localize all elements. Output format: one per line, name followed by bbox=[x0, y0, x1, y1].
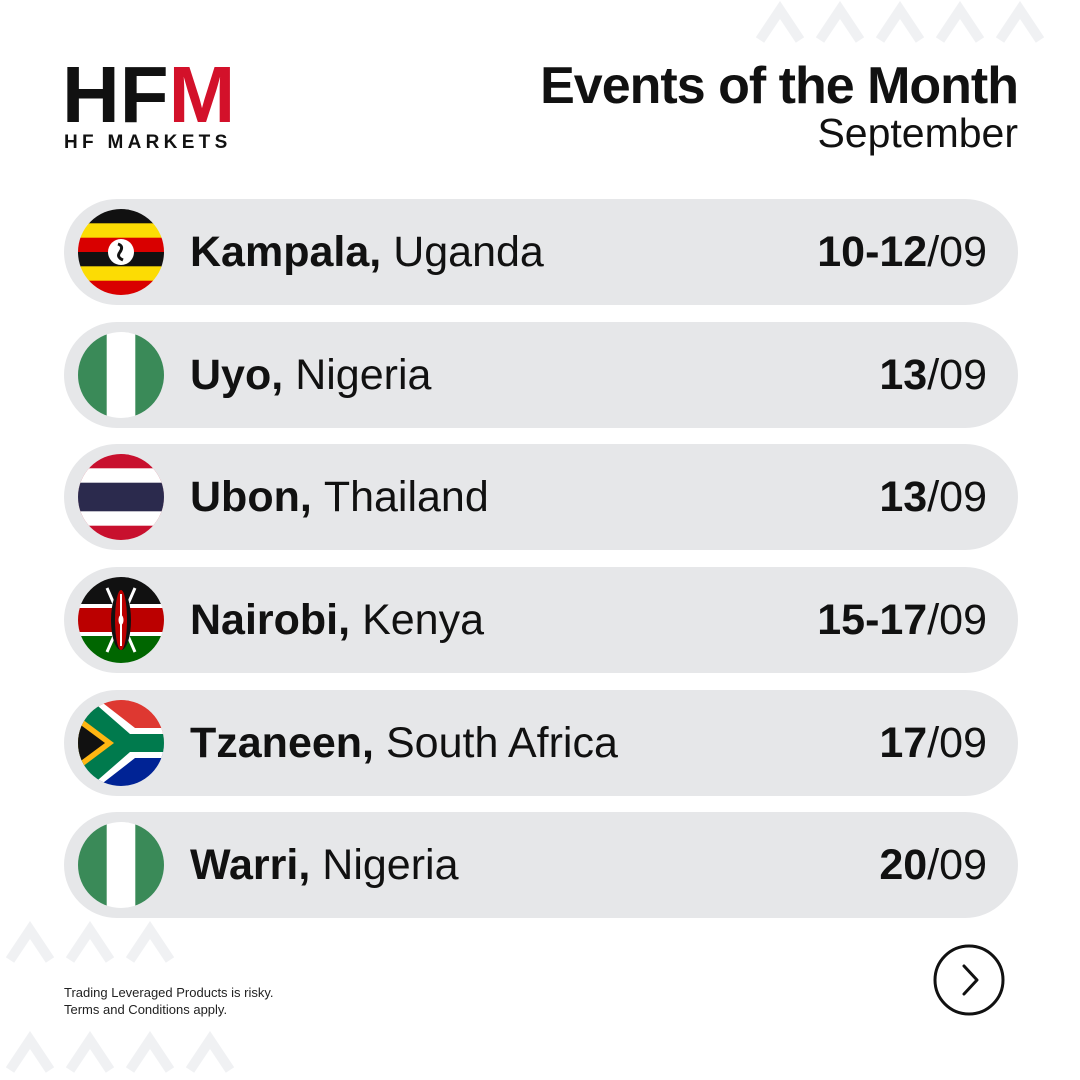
date-day: 20 bbox=[879, 841, 927, 889]
date-day: 17 bbox=[879, 719, 927, 767]
date-month: /09 bbox=[927, 228, 987, 276]
background-pattern bbox=[5, 0, 1045, 1073]
flag bbox=[78, 332, 164, 418]
event-row: Warri, Nigeria 20/09 bbox=[64, 812, 1018, 918]
date-day: 13 bbox=[879, 351, 927, 399]
flag bbox=[78, 822, 164, 908]
disclaimer: Trading Leveraged Products is risky. bbox=[64, 985, 274, 1000]
event-row: Ubon, Thailand 13/09 bbox=[64, 444, 1018, 550]
country: South Africa bbox=[386, 719, 618, 767]
date-day: 10-12 bbox=[817, 228, 927, 276]
row-background bbox=[64, 444, 1018, 550]
country: Thailand bbox=[324, 473, 489, 521]
row-background bbox=[64, 690, 1018, 796]
next-button[interactable] bbox=[933, 944, 1005, 1016]
logo-subtitle: HF MARKETS bbox=[64, 132, 232, 153]
row-background bbox=[64, 567, 1018, 673]
title: Events of the Month bbox=[540, 57, 1018, 115]
country: Nigeria bbox=[295, 351, 431, 399]
date-month: /09 bbox=[927, 473, 987, 521]
event-row: Kampala, Uganda 10-12/09 bbox=[64, 199, 1018, 305]
location: Tzaneen, South Africa bbox=[190, 719, 618, 767]
flag bbox=[78, 700, 164, 786]
date-day: 13 bbox=[879, 473, 927, 521]
city: Warri, bbox=[190, 841, 310, 889]
flag bbox=[78, 454, 164, 540]
location: Ubon, Thailand bbox=[190, 473, 489, 521]
date: 13/09 bbox=[879, 351, 987, 399]
date: 20/09 bbox=[879, 841, 987, 889]
date: 10-12/09 bbox=[817, 228, 987, 276]
logo: HFM bbox=[62, 50, 235, 139]
date: 17/09 bbox=[879, 719, 987, 767]
date-month: /09 bbox=[927, 596, 987, 644]
city: Nairobi, bbox=[190, 596, 350, 644]
row-background bbox=[64, 199, 1018, 305]
event-row: Uyo, Nigeria 13/09 bbox=[64, 322, 1018, 428]
flag bbox=[78, 577, 164, 663]
location: Warri, Nigeria bbox=[190, 841, 459, 889]
date: 13/09 bbox=[879, 473, 987, 521]
flag bbox=[78, 209, 164, 295]
country: Uganda bbox=[393, 228, 544, 276]
location: Kampala, Uganda bbox=[190, 228, 544, 276]
event-row: Nairobi, Kenya 15-17/09 bbox=[64, 567, 1018, 673]
date-month: /09 bbox=[927, 719, 987, 767]
city: Kampala, bbox=[190, 228, 381, 276]
country: Kenya bbox=[362, 596, 484, 644]
city: Tzaneen, bbox=[190, 719, 374, 767]
date: 15-17/09 bbox=[817, 596, 987, 644]
city: Uyo, bbox=[190, 351, 283, 399]
date-day: 15-17 bbox=[817, 596, 927, 644]
row-background bbox=[64, 322, 1018, 428]
location: Uyo, Nigeria bbox=[190, 351, 431, 399]
disclaimer: Terms and Conditions apply. bbox=[64, 1002, 227, 1017]
date-month: /09 bbox=[927, 841, 987, 889]
event-row: Tzaneen, South Africa 17/09 bbox=[64, 690, 1018, 796]
date-month: /09 bbox=[927, 351, 987, 399]
row-background bbox=[64, 812, 1018, 918]
location: Nairobi, Kenya bbox=[190, 596, 484, 644]
subtitle: September bbox=[817, 110, 1018, 156]
city: Ubon, bbox=[190, 473, 312, 521]
country: Nigeria bbox=[322, 841, 458, 889]
